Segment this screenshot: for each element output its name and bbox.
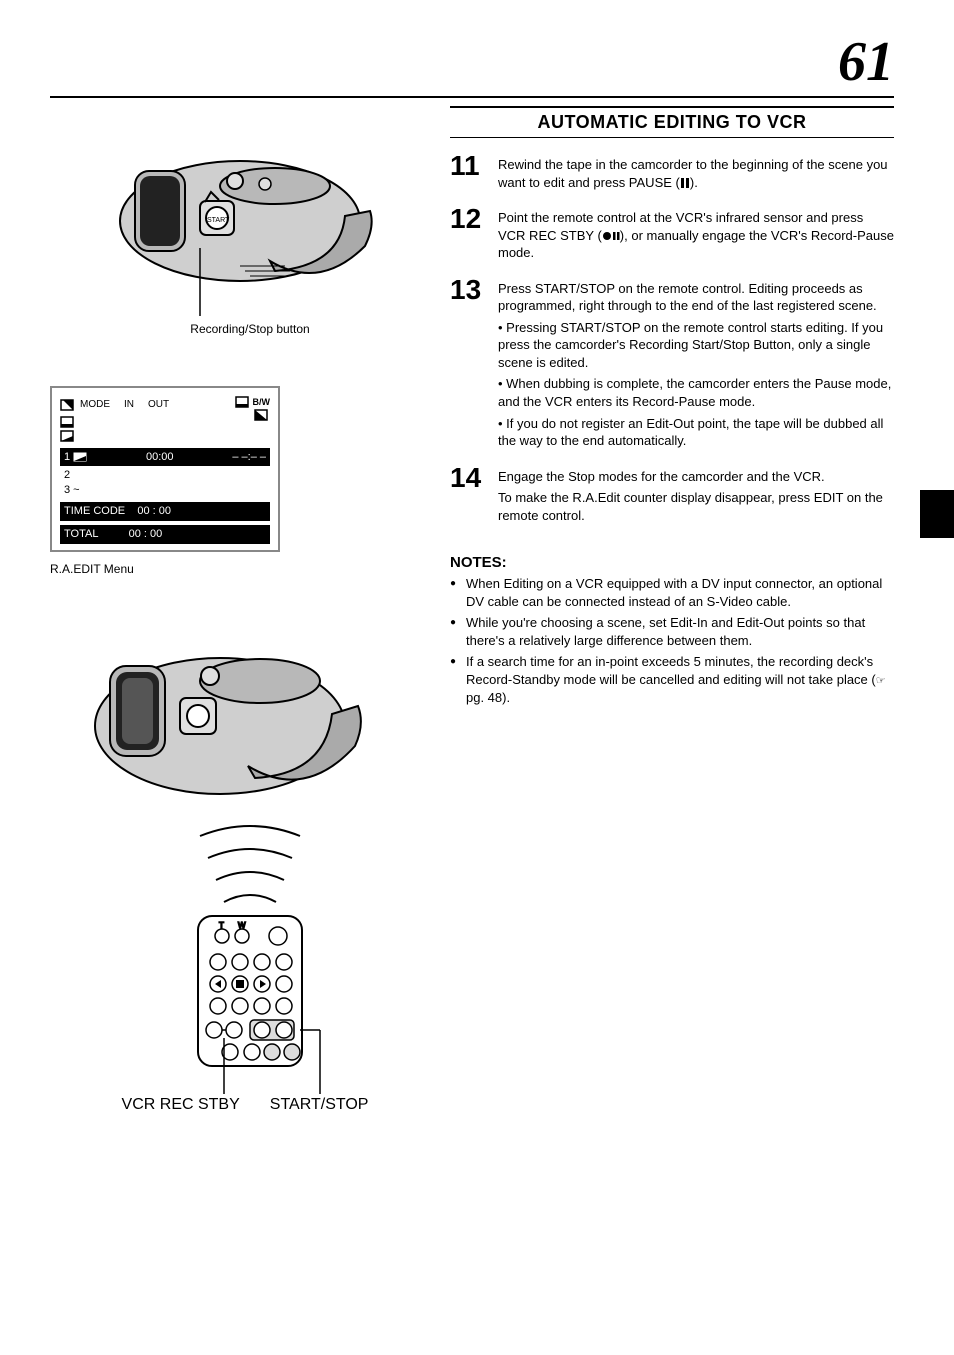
step-11-after: ).: [690, 175, 698, 190]
disp-in: IN: [124, 398, 134, 412]
camera-with-remote: T W: [80, 606, 410, 1114]
note-1: When Editing on a VCR equipped with a DV…: [450, 575, 894, 610]
camera-illustration-top: START Recording/Stop button: [90, 116, 410, 336]
disp-out: OUT: [148, 398, 169, 412]
disp-mode: MODE: [80, 398, 110, 412]
step-13-body: Press START/STOP on the remote control. …: [498, 276, 894, 450]
time-counter-label: TIME CODE: [64, 505, 125, 517]
step-14-body: Engage the Stop modes for the camcorder …: [498, 464, 894, 525]
svg-text:T: T: [219, 921, 224, 930]
remote-label-right: START/STOP: [270, 1096, 369, 1114]
section-header: AUTOMATIC EDITING TO VCR: [450, 106, 894, 138]
page-ref-icon: ☞: [876, 675, 886, 687]
selected-scene-icon: [73, 452, 87, 462]
step-11-num: 11: [450, 152, 484, 180]
svg-text:START: START: [207, 217, 230, 224]
disp-line-3: 3 ~: [60, 483, 270, 498]
camera1-caption: Recording/Stop button: [90, 322, 410, 336]
step-14-num: 14: [450, 464, 484, 492]
step-12-num: 12: [450, 205, 484, 233]
step-13-text: Press START/STOP on the remote control. …: [498, 281, 877, 314]
raedit-display: MODE IN OUT: [50, 386, 280, 552]
step-13-num: 13: [450, 276, 484, 304]
panel-icon-bw: [254, 409, 268, 421]
disp-time-1: 00:00: [146, 450, 174, 465]
camera-remote-svg: T W: [80, 606, 380, 1096]
step-14-text: Engage the Stop modes for the camcorder …: [498, 469, 825, 484]
bw-label: B/W: [253, 396, 271, 408]
camera-svg-1: START: [90, 116, 390, 316]
step-14-sub: To make the R.A.Edit counter display dis…: [498, 489, 894, 524]
total-value: 00 : 00: [129, 528, 163, 540]
step-13-li2: • When dubbing is complete, the camcorde…: [498, 375, 894, 410]
remote-label-left: VCR REC STBY: [122, 1096, 240, 1114]
note-3: If a search time for an in-point exceeds…: [450, 653, 894, 706]
scene-icon-1: [60, 416, 74, 428]
page-number: 61: [50, 30, 894, 98]
step-13-li1: • Pressing START/STOP on the remote cont…: [498, 319, 894, 372]
note-3-text: If a search time for an in-point exceeds…: [466, 654, 876, 687]
panel-icon-a: [235, 396, 249, 421]
disp-time-2: – –:– –: [232, 450, 266, 465]
page-tab-marker: [920, 490, 954, 538]
menu-caption: R.A.EDIT Menu: [50, 562, 410, 576]
note-3-after: pg. 48).: [466, 690, 510, 705]
rec-pause-icon: [602, 231, 620, 241]
notes-heading: NOTES:: [450, 554, 894, 571]
step-13-li3: • If you do not register an Edit-Out poi…: [498, 415, 894, 450]
pause-icon: [680, 178, 690, 188]
disp-line-2: 2: [60, 468, 270, 483]
wipe-icon: [60, 399, 74, 411]
total-label: TOTAL: [64, 528, 98, 540]
svg-text:W: W: [238, 921, 246, 930]
scene-icon-2: [60, 430, 74, 442]
note-2: While you're choosing a scene, set Edit-…: [450, 614, 894, 649]
step-11-body: Rewind the tape in the camcorder to the …: [498, 152, 894, 191]
time-counter-value: 00 : 00: [137, 505, 171, 517]
step-12-body: Point the remote control at the VCR's in…: [498, 205, 894, 262]
notes-list: When Editing on a VCR equipped with a DV…: [450, 575, 894, 706]
